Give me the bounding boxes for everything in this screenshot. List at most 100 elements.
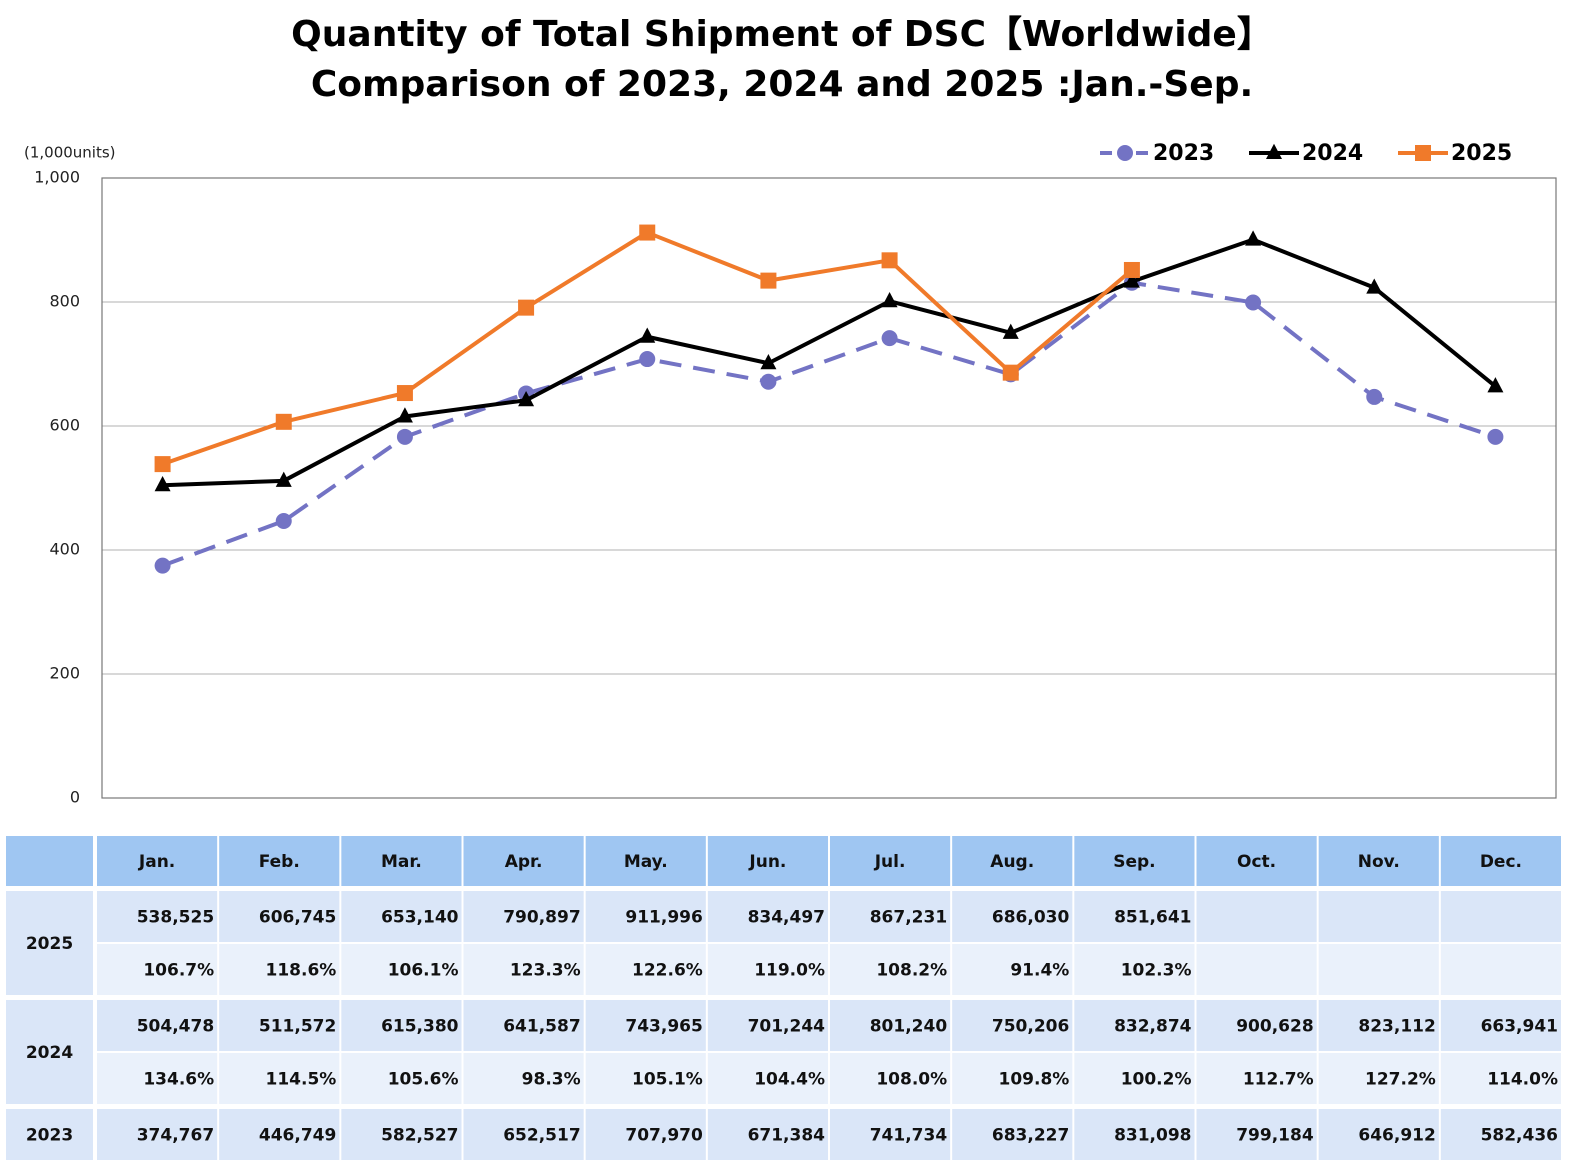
table-cell [1440, 836, 1561, 886]
table-cell-text: 106.1% [388, 961, 459, 981]
table-cell [341, 1053, 462, 1104]
table-cell [952, 891, 1073, 942]
table-cell-text: 109.8% [999, 1070, 1070, 1090]
marker [154, 557, 171, 574]
marker [1415, 145, 1431, 161]
chart-title: Quantity of Total Shipment of DSC【Worldw… [291, 14, 1273, 55]
marker [1366, 388, 1383, 405]
marker [518, 391, 535, 407]
table-cell [463, 836, 584, 886]
legend-label: 2023 [1153, 141, 1214, 166]
table-cell [463, 944, 584, 995]
table-header: Nov. [1358, 852, 1400, 872]
table-cell [219, 1109, 340, 1160]
table-cell [463, 891, 584, 942]
marker [275, 513, 292, 530]
table-cell-text: 686,030 [992, 908, 1070, 928]
marker [760, 373, 777, 390]
table-cell-text: 118.6% [266, 961, 337, 981]
marker [518, 299, 535, 316]
table-cell [1440, 1000, 1561, 1051]
table-cell [952, 1109, 1073, 1160]
legend-label: 2024 [1302, 141, 1363, 166]
table-cell-text: 104.4% [754, 1070, 825, 1090]
table-cell [1074, 836, 1195, 886]
table-cell [219, 891, 340, 942]
marker [1002, 323, 1019, 339]
table-cell [1196, 1000, 1317, 1051]
table-cell [219, 836, 340, 886]
table-cell-text: 750,206 [992, 1017, 1069, 1037]
table-cell [1196, 836, 1317, 886]
table-cell-text: 799,184 [1236, 1126, 1314, 1146]
marker [154, 476, 171, 492]
table-cell-text: 823,112 [1358, 1017, 1435, 1037]
table-cell-text: 701,244 [748, 1017, 826, 1037]
marker [639, 351, 656, 368]
table-cell-text: 114.0% [1487, 1070, 1558, 1090]
series-line [161, 280, 1497, 568]
table-cell [97, 1109, 218, 1160]
marker [1366, 278, 1383, 294]
table-cell-text: 108.0% [876, 1070, 947, 1090]
table-header: Apr. [505, 852, 543, 872]
table-cell-text: 582,436 [1481, 1126, 1558, 1146]
table-cell [341, 891, 462, 942]
table-cell-text: 851,641 [1114, 908, 1191, 928]
table-cell-text: 646,912 [1358, 1126, 1435, 1146]
table-cell-text: 446,749 [259, 1126, 336, 1146]
table-cell-text: 100.2% [1121, 1070, 1192, 1090]
table-cell-text: 911,996 [625, 908, 702, 928]
table-cell-text: 582,527 [381, 1126, 458, 1146]
table-cell [1196, 1109, 1317, 1160]
marker [1123, 261, 1140, 278]
table-cell [97, 891, 218, 942]
marker [396, 428, 413, 445]
table-cell-text: 105.6% [388, 1070, 459, 1090]
table-cell [830, 891, 951, 942]
marker [639, 224, 656, 241]
table-cell [219, 1053, 340, 1104]
table-cell [1074, 1109, 1195, 1160]
table-cell [952, 944, 1073, 995]
table-cell [1196, 891, 1317, 942]
plot-frame [101, 177, 1557, 799]
table-cell-text: 112.7% [1243, 1070, 1314, 1090]
marker [1245, 294, 1262, 311]
table-cell [1440, 891, 1561, 942]
table-cell [97, 1053, 218, 1104]
table-cell-text: 900,628 [1236, 1017, 1313, 1037]
marker [396, 385, 413, 402]
table-cell [1440, 1053, 1561, 1104]
table-cell [463, 1000, 584, 1051]
series-line [161, 230, 1134, 467]
table-cell [1440, 944, 1561, 995]
table-cell-text: 683,227 [992, 1126, 1069, 1146]
table-cell-text: 832,874 [1114, 1017, 1192, 1037]
marker [1487, 377, 1504, 393]
table-cell-text: 743,965 [625, 1017, 702, 1037]
table-cell [6, 1000, 93, 1104]
table-cell [952, 1053, 1073, 1104]
table-header: Jun. [748, 852, 786, 872]
table-header: Dec. [1480, 852, 1522, 872]
series-line [162, 237, 1497, 488]
y-tick-label: 1,000 [34, 168, 80, 187]
table-cell-text: 652,517 [503, 1126, 580, 1146]
table-cell [830, 1109, 951, 1160]
table-header: Oct. [1237, 852, 1276, 872]
marker [275, 413, 292, 430]
table-cell [341, 1109, 462, 1160]
table-cell [707, 1053, 828, 1104]
table-cell [1318, 944, 1439, 995]
table-cell-text: 615,380 [381, 1017, 459, 1037]
y-tick-label: 600 [49, 416, 80, 435]
table-cell [585, 1109, 706, 1160]
table-cell-text: 834,497 [748, 908, 825, 928]
table-header: Sep. [1113, 852, 1155, 872]
table-header: Mar. [381, 852, 422, 872]
table-header: Aug. [990, 852, 1034, 872]
table-row-label: 2024 [26, 1043, 73, 1063]
table-cell [1074, 944, 1195, 995]
table-cell-text: 119.0% [754, 961, 825, 981]
